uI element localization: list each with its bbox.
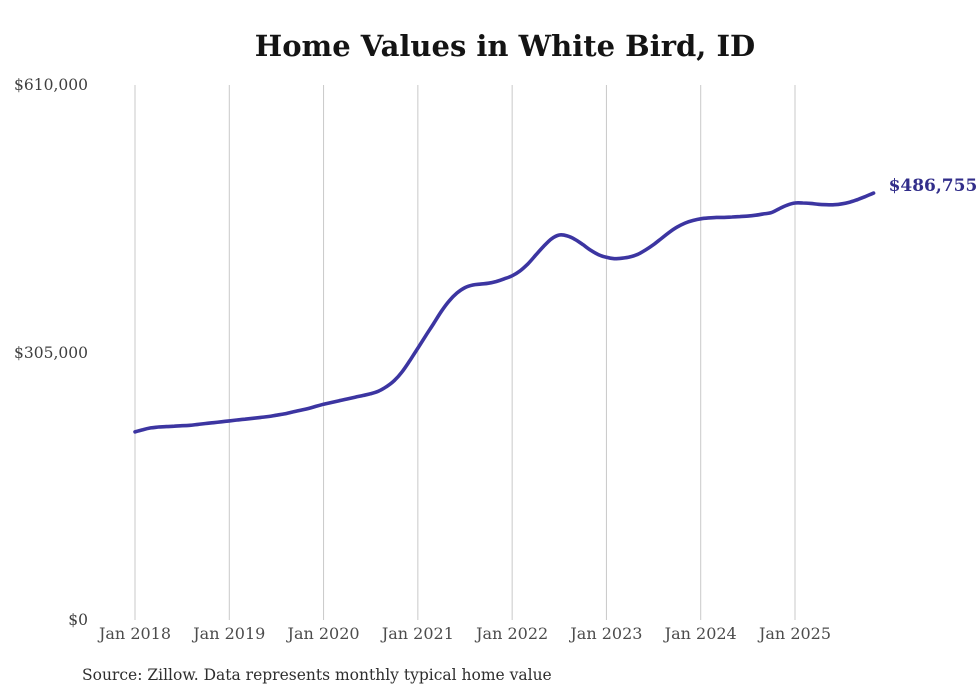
x-tick-label: Jan 2021 — [381, 624, 454, 643]
x-tick-label: Jan 2024 — [664, 624, 737, 643]
x-tick-label: Jan 2023 — [570, 624, 643, 643]
y-tick-label: $0 — [68, 611, 88, 629]
x-tick-label: Jan 2025 — [758, 624, 832, 643]
x-tick-label: Jan 2020 — [287, 624, 360, 643]
chart-title: Home Values in White Bird, ID — [254, 29, 756, 63]
home-value-line — [133, 191, 876, 434]
x-tick-label: Jan 2018 — [98, 624, 172, 643]
y-tick-label: $610,000 — [14, 76, 88, 94]
x-tick-label: Jan 2019 — [193, 624, 266, 643]
latest-value-label: $486,755 — [888, 176, 978, 197]
y-tick-label: $305,000 — [14, 343, 88, 362]
x-tick-label: Jan 2022 — [476, 624, 549, 643]
source-note: Source: Zillow. Data represents monthly … — [82, 666, 552, 684]
